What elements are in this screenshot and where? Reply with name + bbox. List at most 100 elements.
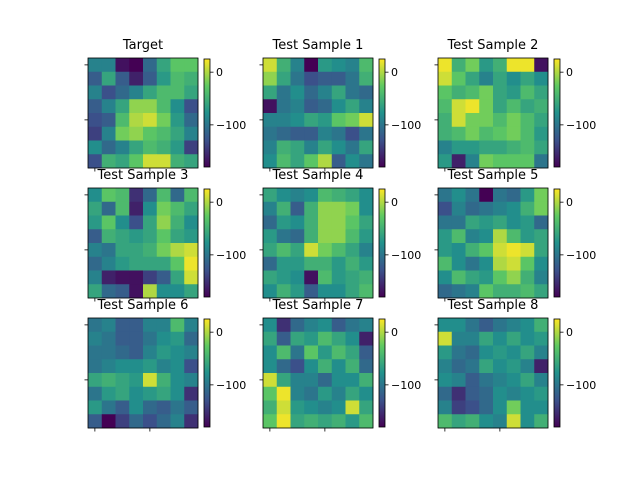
heatmap-cell <box>331 373 346 388</box>
heatmap-cell <box>438 113 453 128</box>
heatmap-cell <box>318 215 333 230</box>
heatmap-cell <box>115 154 130 169</box>
heatmap-cell <box>493 71 508 86</box>
heatmap-cell <box>129 85 144 100</box>
heatmap-cell <box>263 126 278 141</box>
heatmap-cell <box>156 58 171 73</box>
heatmap-cell <box>276 85 291 100</box>
heatmap-cell <box>170 414 185 429</box>
axes-frame <box>437 57 549 169</box>
heatmap-cell <box>479 99 494 114</box>
heatmap-cell <box>184 400 199 415</box>
heatmap-cell <box>170 201 185 216</box>
heatmap-cell <box>129 386 144 401</box>
heatmap-cell <box>88 188 103 203</box>
heatmap-cell <box>493 140 508 155</box>
heatmap-cell <box>115 373 130 388</box>
heatmap-cell <box>451 243 466 258</box>
colorbar-tick-label: −100 <box>566 249 596 262</box>
heatmap-cell <box>88 85 103 100</box>
heatmap-cell <box>115 126 130 141</box>
heatmap-cell <box>276 215 291 230</box>
heatmap-cell <box>88 71 103 86</box>
heatmap-cell <box>520 345 535 360</box>
heatmap-cell <box>438 71 453 86</box>
heatmap-cell <box>129 270 144 285</box>
heatmap-cell <box>156 270 171 285</box>
heatmap-cell <box>438 256 453 271</box>
heatmap-panel: Test Sample 3 0 −100 <box>84 168 246 302</box>
heatmap-cell <box>143 58 158 73</box>
panel-title: Test Sample 1 <box>272 38 364 53</box>
heatmap-cell <box>451 71 466 86</box>
heatmap-cell <box>506 243 521 258</box>
heatmap-cell <box>290 373 305 388</box>
heatmap-cell <box>276 154 291 169</box>
heatmap-cell <box>88 243 103 258</box>
heatmap-cell <box>304 270 319 285</box>
heatmap-cell <box>276 99 291 114</box>
heatmap-cell <box>115 318 130 333</box>
heatmap-cell <box>359 243 374 258</box>
heatmap-cell <box>534 140 549 155</box>
colorbar-tick-label: 0 <box>566 196 573 209</box>
heatmap-cell <box>263 229 278 244</box>
heatmap-cell <box>101 58 116 73</box>
heatmap-cell <box>156 284 171 299</box>
heatmap-cell <box>438 99 453 114</box>
heatmap-cell <box>276 140 291 155</box>
heatmap-cell <box>506 71 521 86</box>
heatmap-cell <box>290 345 305 360</box>
heatmap-cell <box>345 414 360 429</box>
axes-frame <box>437 187 549 299</box>
heatmap-cell <box>479 188 494 203</box>
heatmap-cell <box>129 215 144 230</box>
heatmap-cell <box>115 215 130 230</box>
heatmap-cell <box>451 331 466 346</box>
heatmap-cell <box>318 373 333 388</box>
heatmap-cell <box>359 373 374 388</box>
colorbar-tick-label: −100 <box>391 119 421 132</box>
heatmap-cell <box>359 140 374 155</box>
heatmap-cell <box>318 359 333 374</box>
heatmap-cell <box>290 85 305 100</box>
heatmap-cell <box>170 188 185 203</box>
heatmap-cell <box>318 126 333 141</box>
heatmap-cell <box>520 270 535 285</box>
heatmap-cell <box>506 284 521 299</box>
heatmap-cell <box>438 345 453 360</box>
heatmap-cell <box>331 85 346 100</box>
heatmap-cell <box>345 188 360 203</box>
heatmap-cell <box>129 140 144 155</box>
heatmap-cell <box>101 256 116 271</box>
heatmap-cell <box>101 99 116 114</box>
heatmap-cell <box>506 140 521 155</box>
heatmap-cell <box>290 386 305 401</box>
heatmap-cell <box>331 318 346 333</box>
heatmap-cell <box>115 99 130 114</box>
heatmap-cell <box>170 318 185 333</box>
colorbar <box>553 318 561 428</box>
heatmap-cell <box>359 71 374 86</box>
panel-title: Test Sample 5 <box>447 168 539 183</box>
heatmap-cell <box>170 331 185 346</box>
heatmap-cell <box>263 256 278 271</box>
heatmap-cell <box>318 154 333 169</box>
colorbar <box>553 188 561 298</box>
heatmap-cell <box>465 414 480 429</box>
heatmap-cell <box>506 373 521 388</box>
heatmap-cell <box>359 215 374 230</box>
heatmap-cell <box>451 256 466 271</box>
heatmap-cell <box>304 229 319 244</box>
heatmap-cell <box>184 256 199 271</box>
heatmap-cell <box>438 229 453 244</box>
heatmap-cell <box>451 99 466 114</box>
heatmap-cell <box>143 270 158 285</box>
heatmap-cell <box>465 188 480 203</box>
heatmap-cell <box>101 284 116 299</box>
heatmap-cell <box>184 140 199 155</box>
heatmap-cell <box>506 58 521 73</box>
heatmap-cell <box>143 331 158 346</box>
heatmap-cell <box>331 99 346 114</box>
